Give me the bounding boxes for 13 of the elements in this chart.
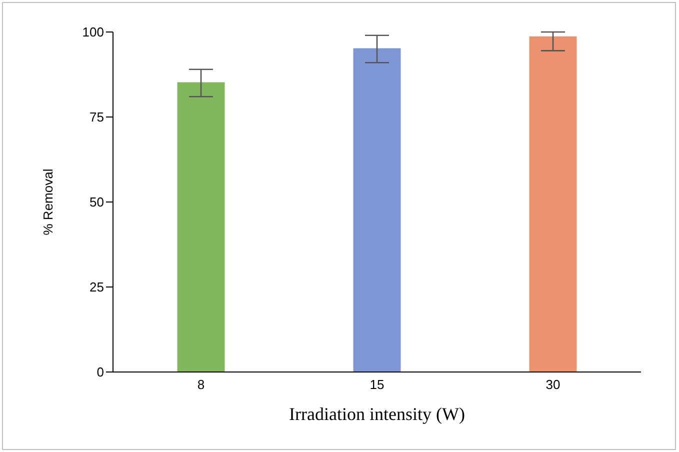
bar bbox=[529, 36, 577, 372]
y-tick-label: 0 bbox=[96, 364, 104, 380]
y-tick-label: 75 bbox=[90, 110, 104, 125]
x-tick-label: 15 bbox=[370, 377, 384, 392]
x-tick-label: 30 bbox=[546, 377, 560, 392]
y-axis-title: % Removal bbox=[40, 168, 56, 236]
y-tick-label: 100 bbox=[82, 24, 104, 40]
bar bbox=[177, 82, 225, 372]
x-axis-title: Irradiation intensity (W) bbox=[289, 404, 465, 424]
bar bbox=[353, 48, 401, 372]
y-tick-label: 50 bbox=[90, 194, 104, 210]
y-tick-label: 25 bbox=[90, 280, 104, 295]
x-tick-label: 8 bbox=[197, 377, 205, 392]
